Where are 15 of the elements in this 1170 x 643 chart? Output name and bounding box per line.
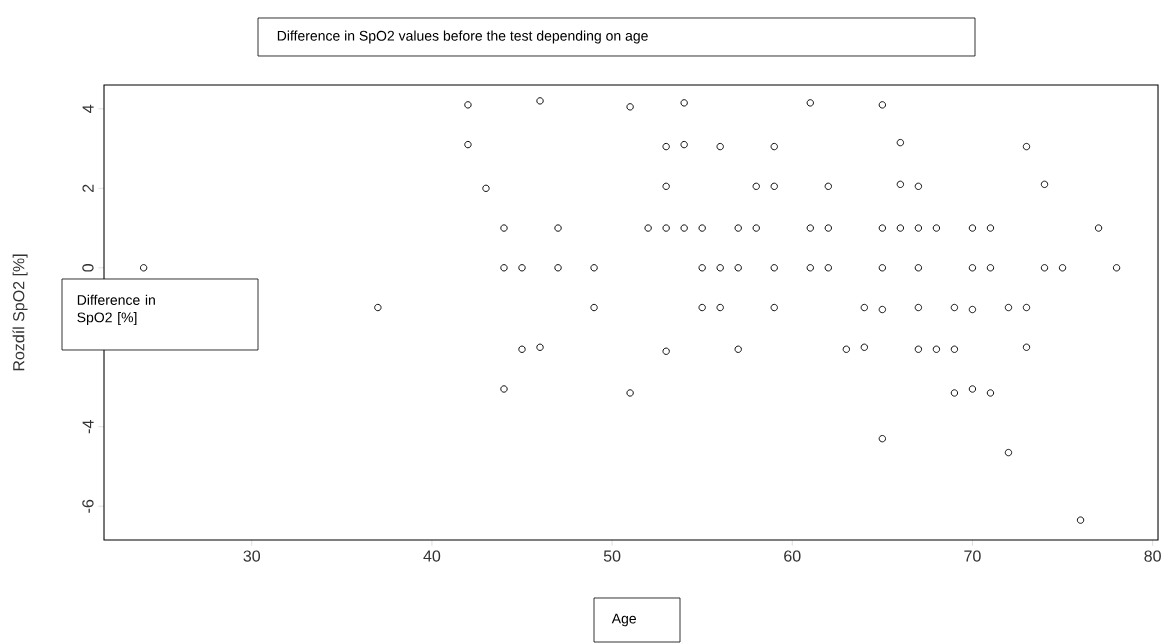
x-tick-label: 40 (423, 550, 441, 562)
y-tick-label: 2 (82, 184, 94, 192)
annotation: Difference in SpO2 [%] (77, 294, 155, 326)
x-tick-label: 60 (784, 550, 801, 562)
x-tick-label: 80 (1144, 550, 1161, 562)
x-axis-title: Age (611, 613, 636, 627)
y-axis-title: Rozdíl SpO2 [%] (12, 254, 28, 371)
y-tick-label: 4 (82, 104, 94, 113)
x-tick-label: 30 (243, 550, 261, 562)
y-tick-label: -6 (82, 499, 94, 513)
chart-title: Difference in SpO2 values before the test depending on age (277, 30, 648, 44)
x-tick-label: 50 (603, 550, 621, 562)
x-tick-label: 70 (964, 550, 981, 562)
y-tick-label: 0 (82, 263, 94, 272)
y-tick-label: -4 (82, 420, 94, 434)
